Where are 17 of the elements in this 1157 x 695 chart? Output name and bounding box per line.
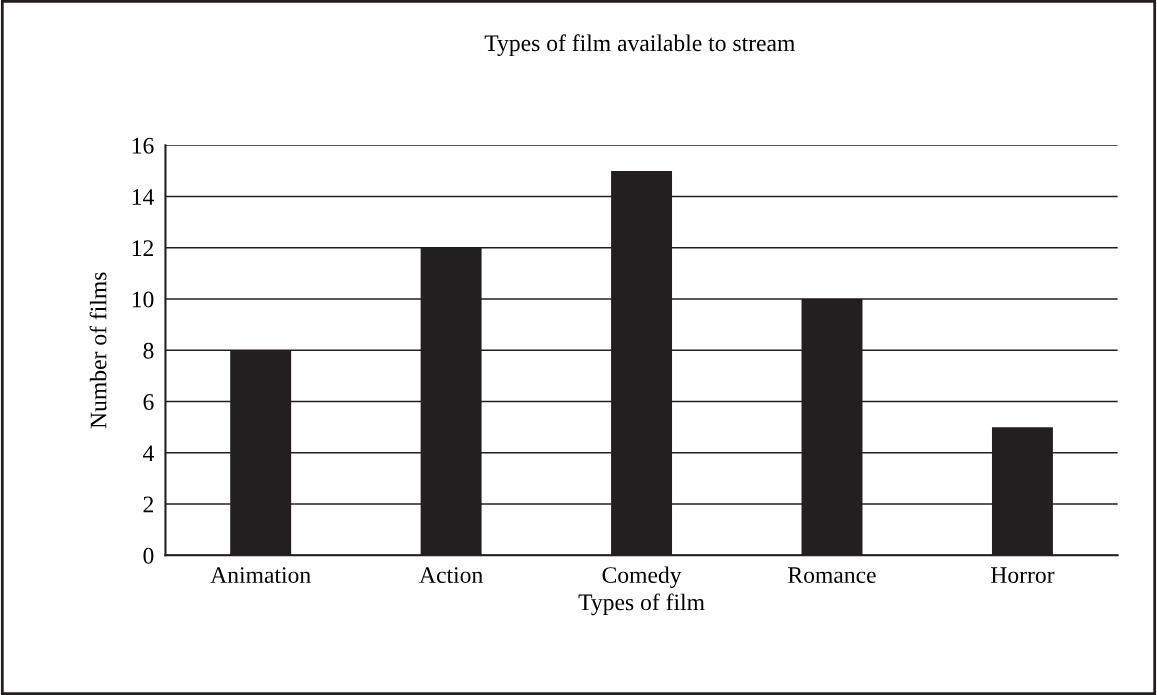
- x-tick-label: Action: [419, 567, 483, 584]
- y-tick-label: 12: [132, 240, 154, 256]
- x-tick-label: Comedy: [602, 566, 682, 588]
- x-tick-label: Animation: [210, 567, 311, 584]
- y-tick-label: 10: [132, 291, 154, 308]
- y-tick-label: 8: [143, 342, 154, 359]
- y-tick-label: 16: [132, 137, 154, 154]
- y-tick-label: 6: [143, 394, 154, 410]
- x-tick-label: Horror: [991, 567, 1055, 584]
- chart-title: Types of film available to stream: [484, 34, 795, 57]
- y-tick-label: 14: [132, 189, 154, 205]
- x-tick-label: Romance: [788, 567, 876, 584]
- x-axis-title: Types of film: [578, 593, 705, 616]
- y-tick-label: 2: [143, 496, 154, 513]
- y-tick-label: 0: [143, 547, 154, 564]
- y-axis-title: Number of films: [89, 272, 107, 429]
- y-tick-label: 4: [143, 445, 154, 461]
